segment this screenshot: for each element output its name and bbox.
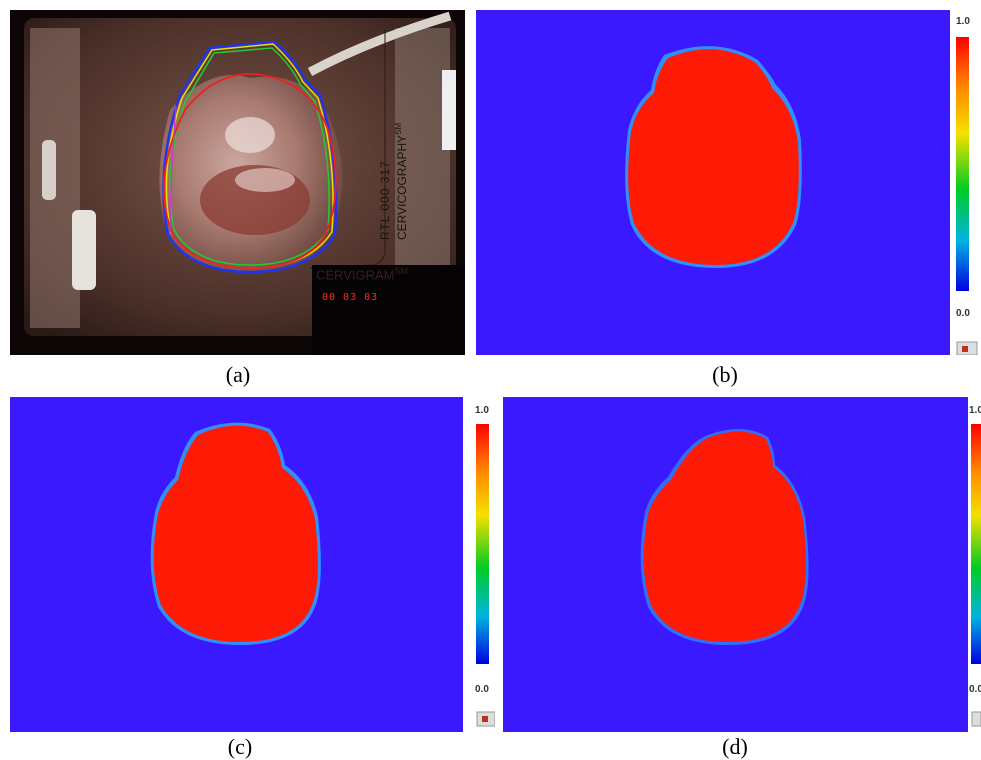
colorbar-d-max: 1.0	[969, 405, 981, 416]
caption-d: (d)	[722, 734, 748, 759]
photo-code-text: RTL 000 317	[378, 160, 392, 240]
photo-counter: 00 03 03	[322, 292, 379, 303]
colorbar-c	[476, 424, 489, 664]
panel-d: 1.0 0.0	[503, 397, 981, 732]
colorbar-b	[956, 37, 969, 291]
photo-cervicography-text: CERVICOGRAPHY	[395, 134, 409, 240]
segmentation-map-d	[503, 397, 981, 732]
cervix-photo	[10, 10, 465, 355]
colorbar-c-min: 0.0	[475, 684, 489, 695]
segmentation-map-b	[476, 10, 981, 355]
colorbar-d-min: 0.0	[969, 684, 981, 695]
colorbar-b-max: 1.0	[956, 16, 970, 27]
photo-brand-sup: SM	[394, 266, 409, 276]
photo-brand-text: CERVIGRAM	[316, 267, 395, 283]
caption-c: (c)	[227, 734, 253, 759]
colorbar-c-max: 1.0	[475, 405, 489, 416]
caption-b: (b)	[712, 362, 738, 387]
caption-a: (a)	[225, 362, 251, 387]
segmentation-map-c	[10, 397, 495, 732]
colorbar-b-min: 0.0	[956, 308, 970, 319]
panel-b: 1.0 0.0	[476, 10, 981, 355]
photo-brand: CERVIGRAMSM	[316, 266, 408, 282]
panel-a: RTL 000 317 CERVICOGRAPHYSM CERVIGRAMSM …	[10, 10, 465, 355]
photo-side-text: RTL 000 317 CERVICOGRAPHYSM	[378, 90, 468, 240]
photo-cervicography-sup: SM	[394, 122, 403, 135]
panel-c: 1.0 0.0	[10, 397, 495, 732]
colorbar-d	[971, 424, 981, 664]
